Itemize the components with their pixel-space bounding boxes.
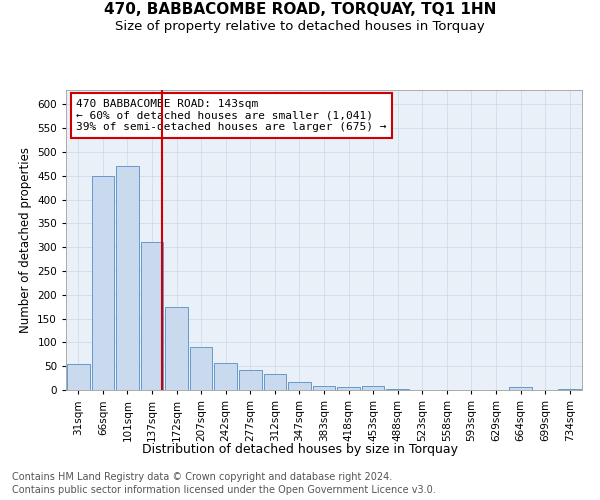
Bar	[263, 374, 286, 390]
Bar	[337, 387, 360, 390]
Bar	[386, 389, 409, 390]
Bar	[140, 242, 163, 390]
Text: 470 BABBACOMBE ROAD: 143sqm
← 60% of detached houses are smaller (1,041)
39% of : 470 BABBACOMBE ROAD: 143sqm ← 60% of det…	[76, 99, 387, 132]
Text: Size of property relative to detached houses in Torquay: Size of property relative to detached ho…	[115, 20, 485, 33]
Bar	[165, 306, 188, 390]
Text: Distribution of detached houses by size in Torquay: Distribution of detached houses by size …	[142, 442, 458, 456]
Bar	[190, 347, 212, 390]
Bar	[67, 364, 89, 390]
Text: 470, BABBACOMBE ROAD, TORQUAY, TQ1 1HN: 470, BABBACOMBE ROAD, TORQUAY, TQ1 1HN	[104, 2, 496, 18]
Bar	[362, 386, 385, 390]
Bar	[509, 387, 532, 390]
Bar	[116, 166, 139, 390]
Text: Contains public sector information licensed under the Open Government Licence v3: Contains public sector information licen…	[12, 485, 436, 495]
Bar	[92, 176, 114, 390]
Bar	[559, 389, 581, 390]
Text: Contains HM Land Registry data © Crown copyright and database right 2024.: Contains HM Land Registry data © Crown c…	[12, 472, 392, 482]
Bar	[239, 370, 262, 390]
Y-axis label: Number of detached properties: Number of detached properties	[19, 147, 32, 333]
Bar	[313, 386, 335, 390]
Bar	[288, 382, 311, 390]
Bar	[214, 363, 237, 390]
